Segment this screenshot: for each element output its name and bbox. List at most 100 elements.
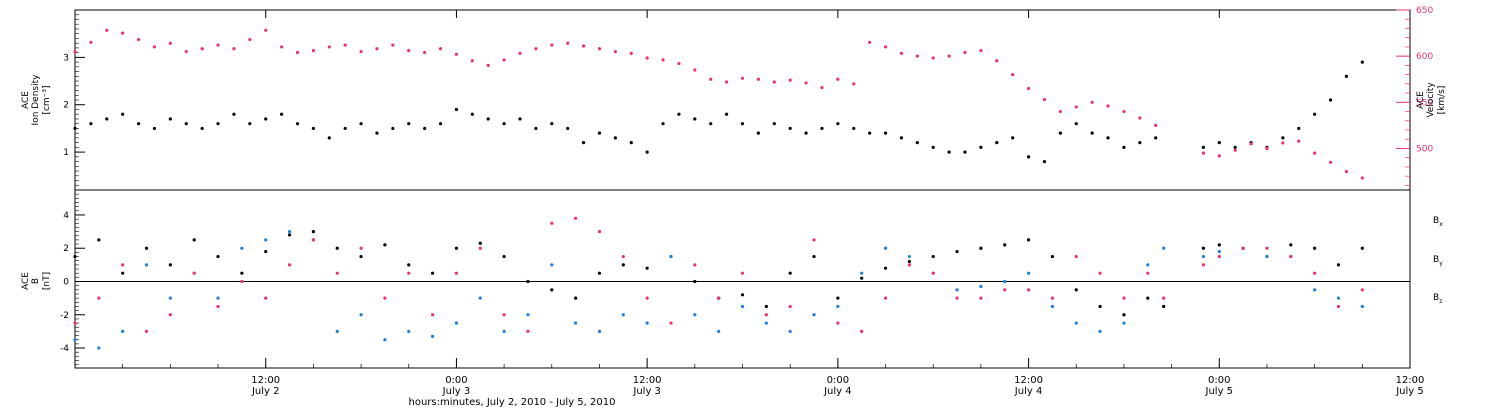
- by-point: [1146, 263, 1150, 267]
- velocity-point: [1074, 105, 1078, 109]
- density-point: [1106, 136, 1110, 140]
- b-tick-label: 0: [63, 277, 69, 287]
- bx-point: [1074, 288, 1078, 292]
- bx-point: [407, 263, 411, 267]
- bottom-panel-frame: [74, 189, 1411, 369]
- b-tick-label: 4: [63, 211, 69, 221]
- density-point: [1313, 112, 1317, 116]
- bz-point: [1241, 246, 1245, 250]
- density-point: [295, 122, 300, 126]
- velocity-point: [1106, 104, 1110, 108]
- velocity-point: [693, 68, 697, 72]
- density-point: [1074, 122, 1078, 126]
- velocity-point: [820, 85, 824, 90]
- velocity-point: [629, 51, 633, 55]
- velocity-point: [1233, 148, 1237, 152]
- bx-point: [240, 271, 244, 275]
- density-point: [756, 131, 760, 135]
- bx-point: [1313, 246, 1317, 250]
- bx-point: [430, 271, 435, 275]
- date-tick-label: July 3: [442, 386, 471, 397]
- bx-point: [1201, 246, 1205, 250]
- bz-point: [621, 254, 625, 259]
- density-point: [772, 122, 776, 126]
- density-point: [470, 112, 474, 116]
- date-tick-label: July 4: [823, 386, 852, 397]
- date-tick-label: July 2: [251, 386, 280, 397]
- velocity-point: [423, 50, 427, 55]
- density-point: [740, 122, 745, 126]
- density-point: [502, 122, 506, 126]
- velocity-point: [391, 43, 395, 47]
- bz-point: [717, 296, 721, 300]
- by-point: [168, 296, 172, 300]
- bx-point: [597, 271, 602, 275]
- density-point: [438, 122, 443, 126]
- b-axis-label-line2: B: [31, 278, 41, 284]
- velocity-point: [168, 41, 172, 45]
- density-point: [343, 126, 347, 131]
- by-point: [836, 304, 840, 309]
- velocity-point: [1090, 100, 1094, 104]
- velocity-point: [1297, 139, 1301, 143]
- velocity-point: [931, 56, 935, 60]
- bz-point: [1313, 271, 1317, 275]
- velocity-point: [725, 80, 729, 84]
- velocity-point: [1360, 176, 1364, 180]
- bx-point: [1026, 238, 1031, 242]
- density-point: [232, 112, 236, 116]
- velocity-point: [1201, 151, 1205, 155]
- velocity-point: [963, 50, 967, 55]
- velocity-point: [136, 37, 141, 42]
- velocity-point: [566, 41, 570, 45]
- by-point: [1336, 296, 1341, 300]
- velocity-point: [407, 49, 411, 53]
- density-point: [534, 126, 538, 131]
- velocity-point: [1026, 86, 1031, 91]
- velocity-point: [1281, 141, 1285, 145]
- bz-point: [645, 296, 649, 300]
- by-point: [693, 313, 697, 317]
- velocity-point: [899, 51, 904, 55]
- bx-point: [836, 296, 840, 300]
- velocity-point: [597, 47, 602, 51]
- by-point: [574, 321, 578, 325]
- by-point: [1074, 321, 1078, 325]
- bx-point: [1336, 263, 1341, 267]
- bz-point: [454, 271, 459, 275]
- velocity-point: [836, 77, 840, 81]
- velocity-point: [502, 58, 506, 62]
- by-point: [1162, 246, 1166, 250]
- legend-bx: Bx: [1433, 216, 1443, 228]
- by-point: [1201, 254, 1205, 259]
- bz-point: [740, 271, 745, 275]
- density-point: [423, 126, 427, 131]
- density-point: [995, 141, 999, 145]
- velocity-point: [311, 49, 315, 53]
- date-tick-label: July 4: [1014, 386, 1043, 397]
- velocity-point: [581, 44, 586, 48]
- density-point: [1122, 145, 1126, 149]
- velocity-point: [740, 76, 745, 80]
- by-point: [502, 329, 506, 334]
- by-point: [1265, 254, 1269, 259]
- density-point: [963, 150, 967, 154]
- bz-point: [478, 246, 482, 250]
- bx-point: [550, 288, 554, 292]
- velocity-point: [1154, 123, 1158, 127]
- by-point: [144, 263, 149, 267]
- by-point: [359, 313, 363, 317]
- bx-point: [287, 233, 292, 237]
- by-point: [1026, 271, 1031, 275]
- bz-point: [97, 296, 101, 300]
- density-point: [1138, 141, 1142, 145]
- bx-point: [1098, 304, 1102, 309]
- by-point: [669, 254, 673, 259]
- by-point: [1217, 249, 1221, 254]
- density-point: [1026, 155, 1031, 159]
- density-point: [1217, 141, 1221, 145]
- density-point: [73, 126, 77, 131]
- velocity-point: [550, 43, 554, 47]
- bz-point: [192, 271, 196, 275]
- bz-point: [860, 329, 864, 334]
